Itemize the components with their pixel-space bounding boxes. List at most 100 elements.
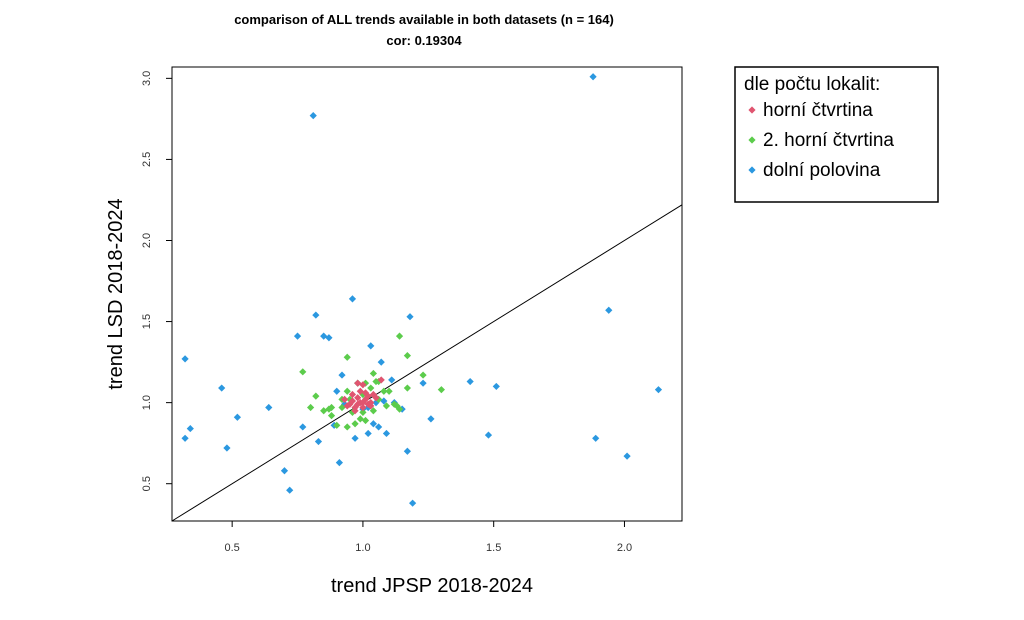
data-point	[348, 390, 357, 399]
data-point	[377, 358, 385, 366]
y-tick-label: 3.0	[141, 71, 153, 86]
x-tick-label: 1.5	[486, 542, 501, 554]
data-point	[299, 423, 307, 431]
y-tick-label: 2.5	[141, 152, 153, 167]
data-point	[367, 384, 375, 392]
data-point	[364, 392, 372, 400]
reference-line-group	[171, 204, 683, 522]
legend: dle počtu lokalit: horní čtvrtina 2. horn…	[734, 66, 939, 203]
data-point	[361, 379, 370, 387]
data-points	[181, 73, 663, 507]
data-point	[356, 415, 364, 423]
data-point	[492, 382, 500, 391]
chart-subtitle: cor: 0.19304	[386, 33, 462, 48]
data-point	[351, 420, 359, 428]
y-tick-label: 1.5	[141, 314, 153, 329]
data-point	[403, 352, 411, 360]
data-point	[369, 420, 377, 428]
data-point	[605, 306, 613, 314]
legend-item-label: 2. horní čtvrtina	[763, 130, 894, 151]
data-point	[359, 403, 367, 412]
data-point	[359, 399, 367, 407]
y-tick-label: 2.0	[141, 233, 153, 248]
data-point	[359, 381, 367, 389]
x-axis: 0.5 1.0 1.5 2.0	[225, 521, 632, 554]
data-point	[348, 397, 357, 405]
data-point	[382, 402, 391, 410]
data-point	[419, 371, 427, 379]
data-point	[388, 376, 396, 384]
plot-frame	[171, 66, 683, 522]
data-point	[654, 386, 663, 394]
data-point	[437, 386, 445, 394]
data-point	[307, 403, 315, 412]
data-point	[351, 434, 359, 442]
data-point	[341, 395, 349, 403]
data-point	[377, 376, 385, 384]
data-point	[314, 437, 323, 446]
data-point	[348, 295, 357, 303]
data-point	[367, 342, 375, 350]
data-point	[354, 379, 362, 387]
data-point	[395, 332, 404, 340]
x-tick-label: 1.0	[355, 542, 370, 554]
data-point	[354, 400, 362, 408]
data-point	[409, 499, 417, 507]
data-point	[325, 334, 333, 342]
data-point	[338, 403, 346, 412]
legend-marker	[748, 136, 756, 144]
legend-marker	[748, 106, 756, 114]
data-point	[406, 313, 414, 321]
data-point	[320, 407, 328, 415]
data-point	[325, 405, 333, 413]
data-point	[393, 402, 401, 410]
y-tick-label: 0.5	[141, 476, 153, 491]
data-point	[466, 377, 474, 386]
data-point	[186, 424, 194, 433]
data-point	[364, 429, 372, 438]
data-point	[382, 429, 391, 438]
y-tick-label: 1.0	[141, 395, 153, 410]
data-point	[338, 371, 346, 379]
data-point	[309, 112, 317, 120]
data-point	[589, 73, 597, 81]
data-point	[403, 447, 411, 455]
data-point	[218, 384, 226, 392]
x-tick-label: 0.5	[225, 542, 240, 554]
data-point	[181, 355, 189, 363]
legend-box	[734, 66, 939, 203]
data-point	[265, 403, 273, 412]
data-point	[375, 377, 383, 386]
data-point	[327, 412, 336, 420]
data-point	[427, 415, 435, 423]
reference-line	[171, 204, 683, 522]
data-point	[623, 452, 631, 460]
data-point	[367, 402, 375, 410]
data-point	[312, 311, 320, 319]
data-point	[233, 413, 241, 421]
data-point	[343, 423, 351, 431]
data-point	[343, 402, 351, 410]
data-point	[320, 332, 328, 340]
data-point	[369, 369, 377, 378]
x-tick-label: 2.0	[617, 542, 632, 554]
data-point	[359, 408, 367, 416]
data-point	[375, 395, 383, 403]
x-axis-label: trend JPSP 2018-2024	[331, 575, 533, 597]
data-point	[356, 387, 364, 395]
data-point	[343, 353, 351, 361]
data-point	[395, 405, 404, 413]
data-point	[592, 434, 600, 442]
data-point	[369, 407, 377, 415]
data-point	[380, 397, 388, 405]
data-point	[333, 421, 341, 429]
data-point	[312, 392, 320, 400]
chart-title: comparison of ALL trends available in bo…	[234, 12, 614, 27]
legend-item-label: dolní polovina	[763, 160, 881, 181]
data-point	[335, 459, 343, 467]
y-axis-label: trend LSD 2018-2024	[105, 198, 127, 389]
data-point	[361, 395, 370, 403]
y-axis: 0.5 1.0 1.5 2.0 2.5 3.0	[141, 71, 172, 491]
data-point	[403, 384, 411, 392]
